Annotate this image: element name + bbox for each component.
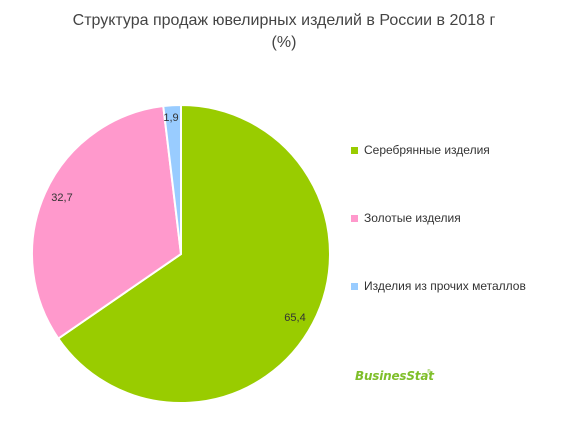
chart-title-line-1: Структура продаж ювелирных изделий в Рос… xyxy=(72,12,496,29)
data-label-other-metals: 1,9 xyxy=(163,112,178,124)
legend-label-other-metals: Изделия из прочих металлов xyxy=(364,279,526,293)
chart-title: Структура продаж ювелирных изделий в Рос… xyxy=(0,10,568,54)
legend-swatch-silver xyxy=(351,146,358,154)
legend-item-gold: Золотые изделия xyxy=(351,208,561,228)
legend: Серебрянные изделия Золотые изделия Изде… xyxy=(351,140,561,296)
legend-label-silver: Серебрянные изделия xyxy=(364,143,490,157)
data-label-silver: 65,4 xyxy=(284,312,305,324)
brand-logo: BusinesStat ® xyxy=(355,368,435,383)
legend-swatch-gold xyxy=(351,214,358,222)
pie-slice-other-metals xyxy=(162,104,182,255)
chart-title-line-2: (%) xyxy=(271,34,297,51)
legend-swatch-other-metals xyxy=(351,282,358,290)
data-label-gold: 32,7 xyxy=(51,192,72,204)
legend-label-gold: Золотые изделия xyxy=(364,211,461,225)
pie-slice-gold xyxy=(31,105,182,340)
pie-slice-silver xyxy=(57,104,331,404)
brand-logo-text: BusinesStat xyxy=(355,369,435,383)
legend-item-other-metals: Изделия из прочих металлов xyxy=(351,276,561,296)
brand-logo-reg-mark: ® xyxy=(427,368,431,375)
legend-item-silver: Серебрянные изделия xyxy=(351,140,561,160)
